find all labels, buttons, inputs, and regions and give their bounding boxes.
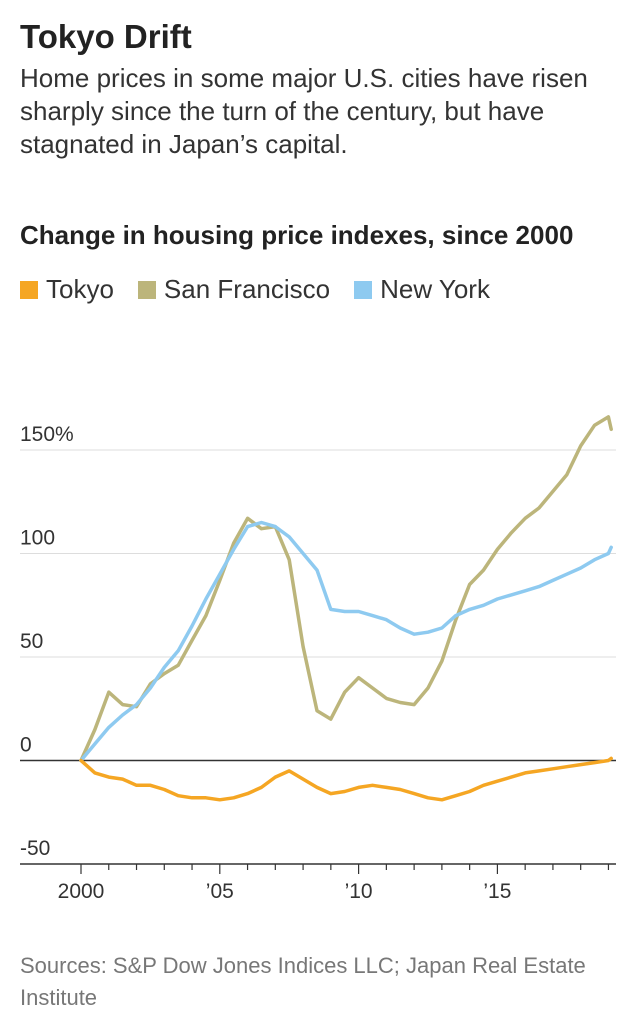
- y-tick-label: -50: [20, 837, 50, 860]
- y-tick-label: 100: [20, 527, 55, 550]
- legend-item-new-york: New York: [354, 274, 490, 305]
- legend-swatch-san-francisco: [137, 280, 156, 299]
- legend-swatch-new-york: [354, 280, 373, 299]
- legend-label-san-francisco: San Francisco: [163, 274, 331, 304]
- x-tick-label: ’10: [345, 880, 373, 903]
- series-line-new-york: [79, 520, 613, 763]
- x-tick-label: 2000: [58, 880, 105, 903]
- y-tick-label: 0: [20, 734, 32, 757]
- legend-label-new-york: New York: [380, 274, 490, 304]
- series-line-tokyo: [79, 756, 613, 802]
- x-tick-label: ’05: [206, 880, 234, 903]
- legend: Tokyo San Francisco New York: [20, 274, 514, 305]
- page-subtitle: Home prices in some major U.S. cities ha…: [20, 63, 588, 159]
- legend-swatch-tokyo: [20, 280, 38, 299]
- chart-title: Change in housing price indexes, since 2…: [20, 220, 574, 250]
- page-title: Tokyo Drift: [20, 18, 192, 55]
- source-note: Sources: S&P Dow Jones Indices LLC; Japa…: [20, 953, 586, 1010]
- legend-label-tokyo: Tokyo: [46, 274, 114, 304]
- series-line-san-francisco: [79, 415, 613, 763]
- legend-item-tokyo: Tokyo: [20, 274, 114, 305]
- legend-item-san-francisco: San Francisco: [137, 274, 331, 305]
- y-tick-label: 50: [20, 630, 43, 653]
- x-tick-label: ’15: [483, 880, 511, 903]
- line-chart: 150% 100 50 0 -50 2000 ’05 ’10 ’15: [20, 415, 616, 903]
- y-tick-label: 150%: [20, 423, 74, 446]
